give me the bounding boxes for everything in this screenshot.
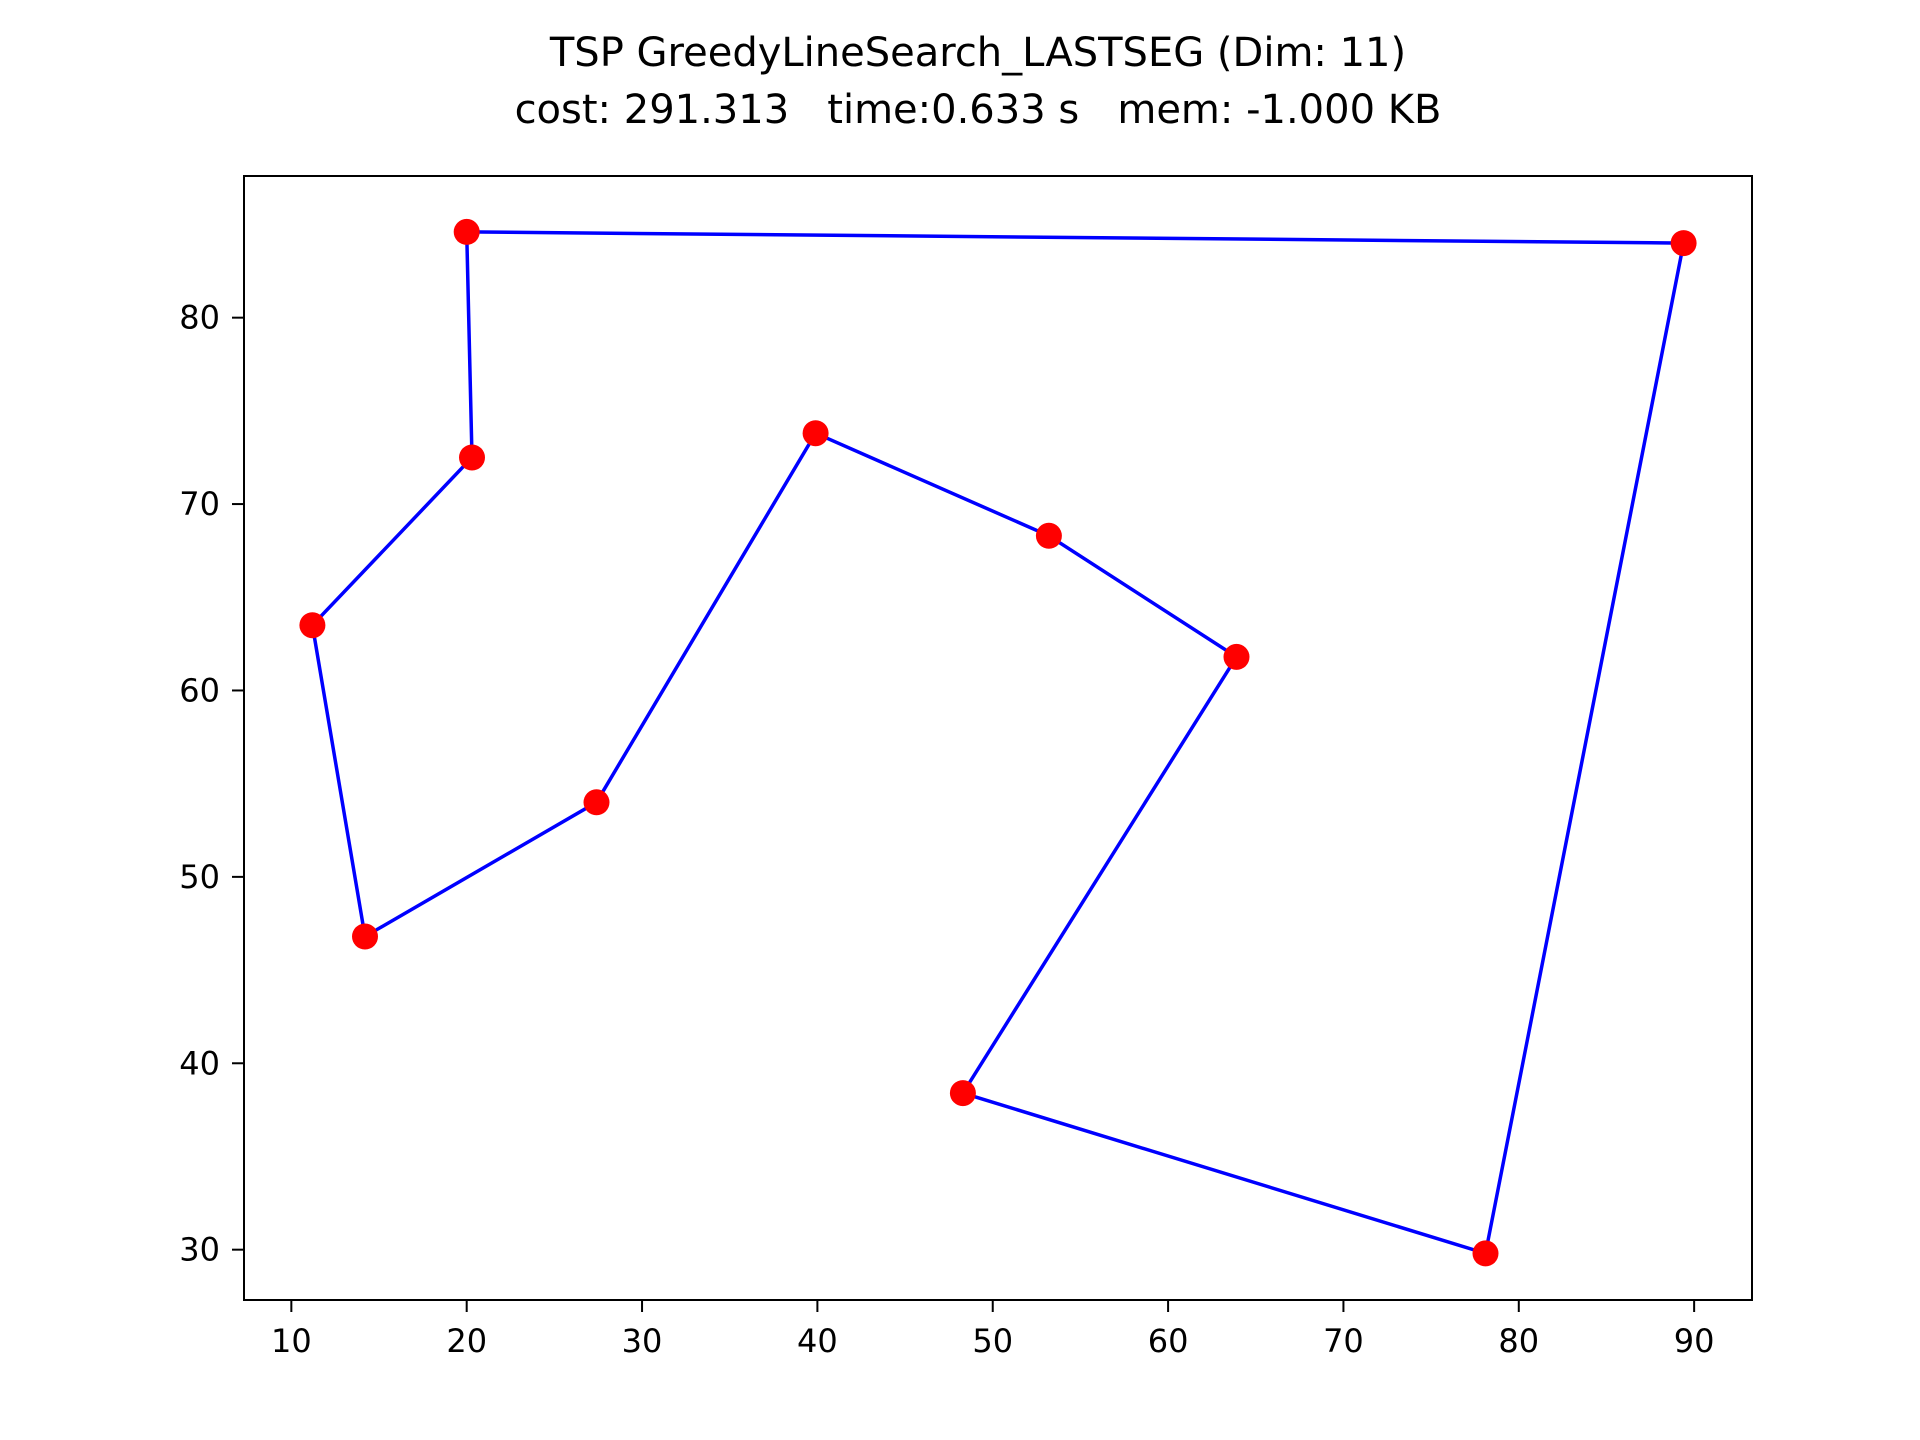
- x-tick-label: 60: [1148, 1322, 1189, 1360]
- city-point: [949, 1080, 976, 1107]
- x-tick-label: 20: [446, 1322, 487, 1360]
- x-tick-label: 80: [1498, 1322, 1539, 1360]
- y-tick-label: 80: [179, 299, 220, 337]
- x-tick-label: 50: [972, 1322, 1013, 1360]
- city-point: [1035, 522, 1062, 549]
- x-tick-label: 90: [1674, 1322, 1715, 1360]
- axes-frame: [243, 175, 1753, 1301]
- y-tick-label: 40: [179, 1044, 220, 1082]
- city-point: [299, 612, 326, 639]
- x-tick-label: 30: [622, 1322, 663, 1360]
- x-tick-label: 10: [271, 1322, 312, 1360]
- city-point: [1472, 1240, 1499, 1267]
- y-tick-label: 70: [179, 485, 220, 523]
- city-point: [1223, 643, 1250, 670]
- x-tick-label: 70: [1323, 1322, 1364, 1360]
- y-tick-label: 60: [179, 671, 220, 709]
- chart-title: TSP GreedyLineSearch_LASTSEG (Dim: 11): [549, 30, 1406, 76]
- tour-line: [310, 230, 1686, 1256]
- city-point: [802, 420, 829, 447]
- x-tick-label: 40: [797, 1322, 838, 1360]
- y-tick-label: 50: [179, 858, 220, 896]
- plot-area: 10 20 30 40 50 60 70 80 90 30 40 50 60 70 80: [179, 175, 1753, 1360]
- city-point: [1670, 230, 1697, 257]
- chart-subtitle: cost: 291.313 time:0.633 s mem: -1.000 K…: [515, 87, 1442, 133]
- city-point: [583, 789, 610, 816]
- city-point: [459, 444, 485, 471]
- city-point: [352, 923, 378, 950]
- city-point: [453, 218, 480, 245]
- y-tick-label: 30: [179, 1231, 220, 1269]
